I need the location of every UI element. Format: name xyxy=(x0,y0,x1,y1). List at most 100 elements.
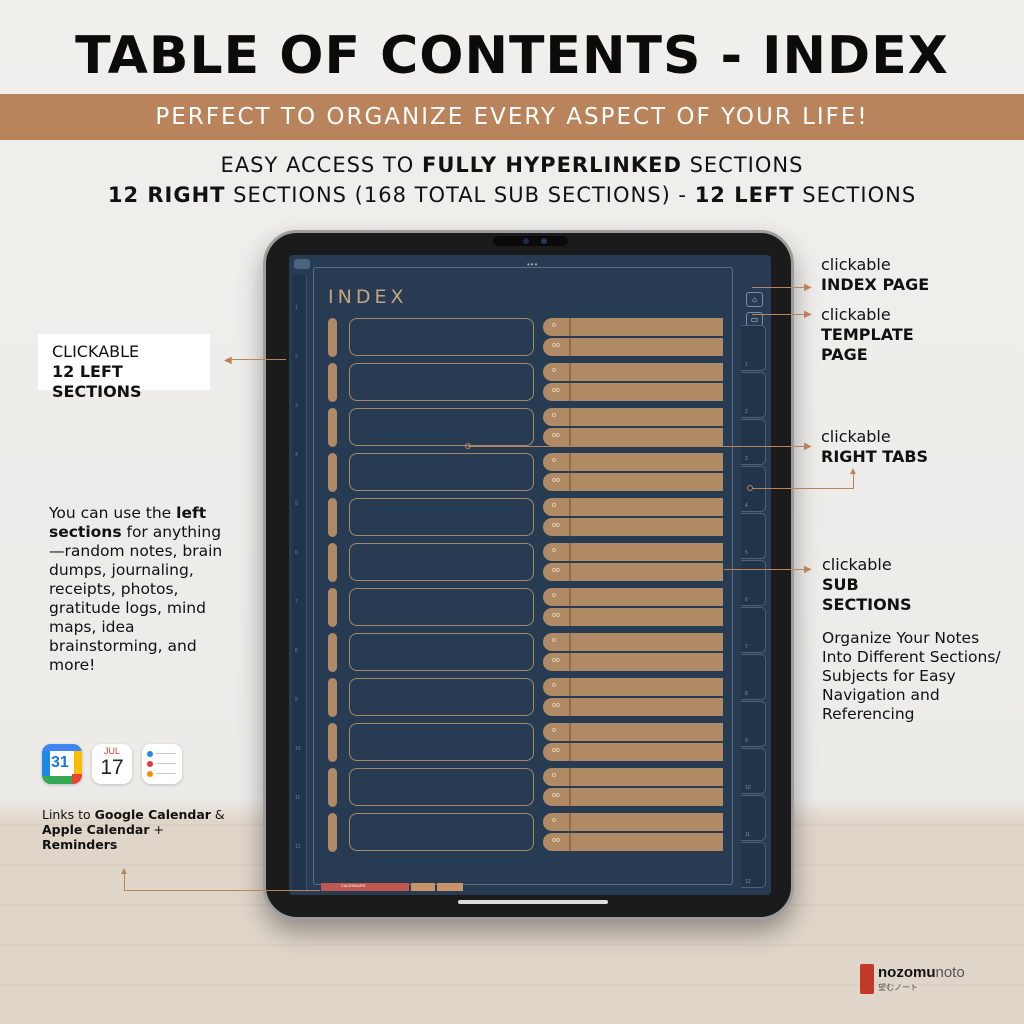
subtitle-bold: 12 RIGHT xyxy=(107,183,226,207)
section-title-field[interactable] xyxy=(349,453,534,491)
pointer-dot xyxy=(465,443,471,449)
left-section-link[interactable] xyxy=(328,813,337,852)
right-tab[interactable]: 4 xyxy=(741,466,766,512)
sub-section-link[interactable]: oo xyxy=(543,428,723,446)
right-tab[interactable]: 8 xyxy=(741,654,766,700)
sub-section-link[interactable]: oo xyxy=(543,743,723,761)
sub-section-link[interactable]: o xyxy=(543,633,723,651)
left-section-number[interactable]: 1 xyxy=(295,305,298,311)
left-section-link[interactable] xyxy=(328,678,337,717)
section-title-field[interactable] xyxy=(349,588,534,626)
calendar-tab[interactable]: CALENDARS xyxy=(321,883,409,891)
left-section-number[interactable]: 2 xyxy=(295,354,298,360)
sub-section-link[interactable]: o xyxy=(543,363,723,381)
right-tab-number: 12 xyxy=(745,879,751,885)
sub-section-link[interactable]: oo xyxy=(543,698,723,716)
right-tab[interactable]: 10 xyxy=(741,748,766,794)
sub-section-link[interactable]: o xyxy=(543,768,723,786)
sub-section-link[interactable]: o xyxy=(543,723,723,741)
subtitle-line-2: 12 RIGHT SECTIONS (168 TOTAL SUB SECTION… xyxy=(0,183,1024,207)
left-section-link[interactable] xyxy=(328,543,337,582)
left-section-number[interactable]: 5 xyxy=(295,501,298,507)
section-title-field[interactable] xyxy=(349,408,534,446)
section-title-field[interactable] xyxy=(349,813,534,851)
callout-bold: INDEX PAGE xyxy=(821,275,930,294)
left-section-link[interactable] xyxy=(328,768,337,807)
section-title-field[interactable] xyxy=(349,633,534,671)
right-tab-number: 4 xyxy=(745,503,748,509)
arrow-left-icon: ◀ xyxy=(224,355,232,366)
sub-section-link[interactable]: o xyxy=(543,318,723,336)
sub-section-link[interactable]: o xyxy=(543,408,723,426)
sub-section-link[interactable]: oo xyxy=(543,563,723,581)
left-section-link[interactable] xyxy=(328,498,337,537)
left-section-link[interactable] xyxy=(328,723,337,762)
left-section-link[interactable] xyxy=(328,318,337,357)
sub-icon: o xyxy=(552,412,556,419)
left-section-number[interactable]: 9 xyxy=(295,697,298,703)
left-section-number[interactable]: 8 xyxy=(295,648,298,654)
sub-section-link[interactable]: oo xyxy=(543,473,723,491)
home-icon[interactable]: ⌂ xyxy=(746,292,763,307)
sub-section-link[interactable]: oo xyxy=(543,338,723,356)
left-section-number[interactable]: 7 xyxy=(295,599,298,605)
right-tabs[interactable]: 1 2 3 4 5 6 7 8 9 10 11 12 xyxy=(739,277,769,888)
right-tab[interactable]: 5 xyxy=(741,513,766,559)
arrow-right-icon: ▶ xyxy=(804,564,812,575)
left-section-number[interactable]: 3 xyxy=(295,403,298,409)
section-title-field[interactable] xyxy=(349,543,534,581)
right-tab[interactable]: 2 xyxy=(741,372,766,418)
sub-section-link[interactable]: oo xyxy=(543,608,723,626)
section-title-field[interactable] xyxy=(349,498,534,536)
right-tab[interactable]: 12 xyxy=(741,842,766,888)
connector-line xyxy=(468,446,808,447)
connector-line xyxy=(853,470,854,488)
sub-section-link[interactable]: oo xyxy=(543,383,723,401)
apple-calendar-tab[interactable] xyxy=(411,883,435,891)
right-tab-number: 10 xyxy=(745,785,751,791)
right-tab[interactable]: 3 xyxy=(741,419,766,465)
left-section-link[interactable] xyxy=(328,453,337,492)
tablet-screen: ••• 1 2 3 4 5 6 7 8 9 10 11 12 INDEX o oo o oo o oo o oo o o… xyxy=(289,255,771,895)
menu-icon[interactable] xyxy=(294,259,310,269)
right-tab[interactable]: 11 xyxy=(741,795,766,841)
sub-section-link[interactable]: oo xyxy=(543,788,723,806)
right-tab[interactable]: 6 xyxy=(741,560,766,606)
sub-section-link[interactable]: oo xyxy=(543,518,723,536)
note-bold: Google Calendar xyxy=(94,807,211,822)
reminders-tab[interactable] xyxy=(437,883,463,891)
left-section-number[interactable]: 12 xyxy=(295,844,301,850)
sub-section-link[interactable]: o xyxy=(543,678,723,696)
sub-section-link[interactable]: oo xyxy=(543,833,723,851)
section-title-field[interactable] xyxy=(349,678,534,716)
section-title-field[interactable] xyxy=(349,363,534,401)
left-section-link[interactable] xyxy=(328,633,337,672)
section-title-field[interactable] xyxy=(349,723,534,761)
right-tab[interactable]: 9 xyxy=(741,701,766,747)
left-section-number[interactable]: 4 xyxy=(295,452,298,458)
left-section-number[interactable]: 10 xyxy=(295,746,301,752)
more-dots-icon[interactable]: ••• xyxy=(527,260,539,269)
subtitle-bold: FULLY HYPERLINKED xyxy=(421,153,682,177)
section-title-field[interactable] xyxy=(349,318,534,356)
sub-section-link[interactable]: o xyxy=(543,543,723,561)
sub-section-link[interactable]: o xyxy=(543,453,723,471)
right-tab[interactable]: 7 xyxy=(741,607,766,653)
sub-section-link[interactable]: o xyxy=(543,813,723,831)
section-title-field[interactable] xyxy=(349,768,534,806)
sub-section-link[interactable]: oo xyxy=(543,653,723,671)
sub-icon: o xyxy=(552,322,556,329)
sub-icon: o xyxy=(552,727,556,734)
camera-bar xyxy=(493,236,568,246)
index-title: INDEX xyxy=(328,286,408,308)
connector-line xyxy=(752,488,854,489)
left-section-link[interactable] xyxy=(328,363,337,402)
left-section-number[interactable]: 6 xyxy=(295,550,298,556)
right-tab[interactable]: 1 xyxy=(741,325,766,371)
left-section-number[interactable]: 11 xyxy=(295,795,301,801)
left-section-link[interactable] xyxy=(328,408,337,447)
sub-section-link[interactable]: o xyxy=(543,588,723,606)
left-sections-strip[interactable]: 1 2 3 4 5 6 7 8 9 10 11 12 xyxy=(292,275,307,890)
left-section-link[interactable] xyxy=(328,588,337,627)
sub-section-link[interactable]: o xyxy=(543,498,723,516)
